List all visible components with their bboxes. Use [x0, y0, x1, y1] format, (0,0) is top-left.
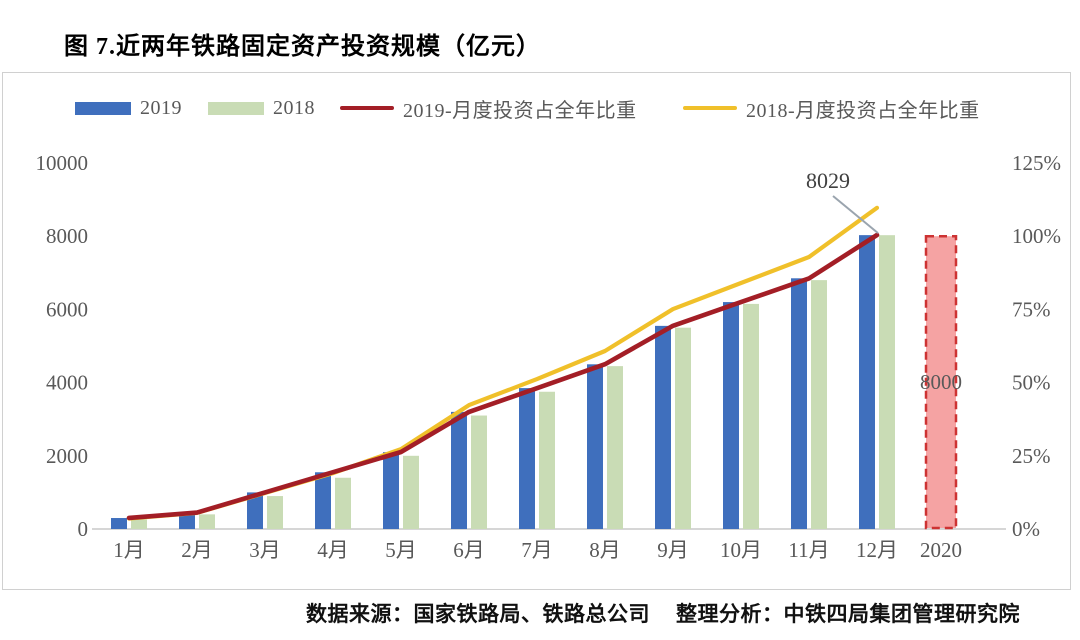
- left-axis-tick: 4000: [46, 371, 88, 395]
- bar-2019: [519, 388, 535, 529]
- x-axis-label: 9月: [657, 538, 689, 562]
- bar-2018: [131, 519, 147, 529]
- bar-2019: [723, 302, 739, 529]
- bar-2018: [403, 455, 419, 529]
- page-title: 图 7.近两年铁路固定资产投资规模（亿元）: [64, 34, 541, 60]
- x-axis-label: 11月: [788, 538, 829, 562]
- legend-swatch-2018: [208, 101, 264, 115]
- legend-item-2018-bars: 2018: [208, 94, 315, 122]
- x-axis-label: 5月: [385, 538, 417, 562]
- bar-2018: [811, 280, 827, 529]
- left-axis-tick: 2000: [46, 444, 88, 468]
- bar-2019: [247, 492, 263, 529]
- bar-2019: [111, 518, 127, 529]
- bar-2019: [315, 472, 331, 529]
- left-axis-tick: 0: [78, 517, 89, 541]
- legend-label: 2019: [140, 96, 182, 119]
- target-bar-2020: [924, 234, 958, 530]
- bar-2018: [675, 327, 691, 529]
- annotation-leader-line: [832, 195, 879, 234]
- legend-swatch-2019-line: [340, 105, 394, 111]
- bar-2018: [539, 391, 555, 529]
- bar-2019: [859, 235, 875, 529]
- bar-2018: [267, 496, 283, 529]
- line-2018-share: [126, 205, 880, 521]
- left-axis-tick: 10000: [36, 151, 89, 175]
- line-2019-share: [126, 232, 880, 521]
- bar-2018: [335, 477, 351, 529]
- legend-swatch-2018-line: [683, 105, 737, 111]
- chart-footer: 数据来源：国家铁路局、铁路总公司 整理分析：中铁四局集团管理研究院: [0, 598, 1020, 628]
- legend-item-2019-bars: 2019: [75, 94, 182, 122]
- bar-2019: [791, 278, 807, 529]
- bar-2019: [451, 411, 467, 529]
- right-axis-tick: 100%: [1012, 224, 1061, 248]
- x-axis-label: 6月: [453, 538, 485, 562]
- legend-item-2019-line: 2019-月度投资占全年比重: [340, 94, 637, 122]
- x-axis-label: 2月: [181, 538, 213, 562]
- bar-2019: [587, 364, 603, 529]
- x-axis-label: 2020: [920, 538, 962, 562]
- right-axis-tick: 25%: [1012, 444, 1051, 468]
- x-axis-label: 7月: [521, 538, 553, 562]
- legend-swatch-2019: [75, 101, 131, 115]
- legend-item-2018-line: 2018-月度投资占全年比重: [683, 94, 980, 122]
- bar-2019: [383, 452, 399, 529]
- bar-2019: [655, 325, 671, 529]
- right-axis-tick: 125%: [1012, 151, 1061, 175]
- legend-label: 2019-月度投资占全年比重: [403, 99, 637, 122]
- x-axis-label: 3月: [249, 538, 281, 562]
- legend-label: 2018: [273, 96, 315, 119]
- bar-2018: [743, 303, 759, 529]
- left-axis-tick: 6000: [46, 297, 88, 321]
- data-source-text: 数据来源：国家铁路局、铁路总公司: [306, 602, 650, 626]
- chart-legend: 2019 2018 2019-月度投资占全年比重 2018-月度投资占全年比重: [0, 94, 1080, 122]
- analysis-credit-text: 整理分析：中铁四局集团管理研究院: [676, 602, 1020, 626]
- x-axis-label: 4月: [317, 538, 349, 562]
- x-axis-label: 1月: [113, 538, 145, 562]
- x-axis-label: 10月: [720, 538, 762, 562]
- annotation-8000: 8000: [920, 370, 962, 394]
- left-axis-tick: 8000: [46, 224, 88, 248]
- legend-label: 2018-月度投资占全年比重: [746, 99, 980, 122]
- bar-2018: [199, 514, 215, 529]
- bar-2019: [179, 512, 195, 529]
- right-axis-tick: 75%: [1012, 297, 1051, 321]
- x-axis-label: 8月: [589, 538, 621, 562]
- bar-2018: [471, 415, 487, 529]
- right-axis-tick: 50%: [1012, 371, 1051, 395]
- bar-2018: [607, 366, 623, 529]
- annotation-8029: 8029: [806, 168, 850, 193]
- x-axis-label: 12月: [856, 538, 898, 562]
- bar-2018: [879, 235, 895, 529]
- right-axis-tick: 0%: [1012, 517, 1040, 541]
